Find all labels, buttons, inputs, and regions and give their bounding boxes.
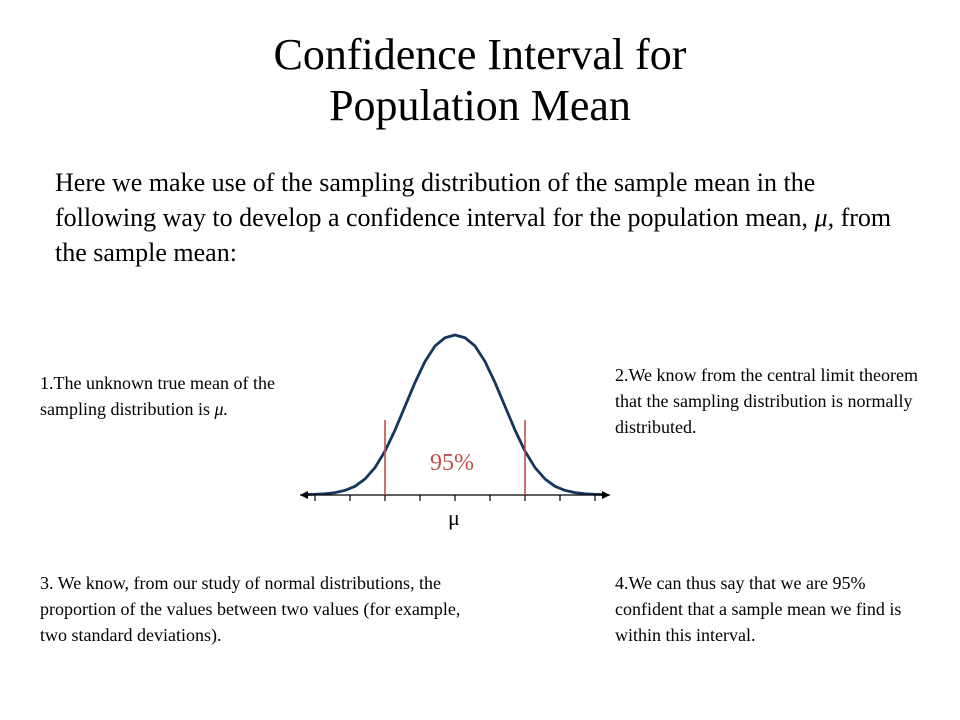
title-line-1: Confidence Interval for — [274, 30, 687, 79]
annotation-1: 1.The unknown true mean of the sampling … — [40, 370, 290, 422]
annotation-1-text: 1.The unknown true mean of the sampling … — [40, 373, 275, 419]
mu-symbol: μ, — [815, 203, 835, 232]
confidence-percent-label: 95% — [430, 450, 474, 477]
slide: Confidence Interval for Population Mean … — [0, 0, 960, 720]
normal-curve-svg — [295, 320, 615, 530]
annotation-3-text: 3. We know, from our study of normal dis… — [40, 573, 460, 645]
annotation-2: 2.We know from the central limit theorem… — [615, 362, 935, 440]
mu-axis-label: μ — [448, 505, 460, 531]
annotation-3: 3. We know, from our study of normal dis… — [40, 570, 470, 648]
intro-paragraph: Here we make use of the sampling distrib… — [55, 165, 895, 270]
mu-symbol: μ. — [215, 399, 229, 419]
title-line-2: Population Mean — [329, 81, 631, 130]
intro-text-before: Here we make use of the sampling distrib… — [55, 168, 815, 232]
normal-distribution-chart: 95% μ — [295, 320, 615, 530]
annotation-2-text: 2.We know from the central limit theorem… — [615, 365, 918, 437]
annotation-4: 4.We can thus say that we are 95% confid… — [615, 570, 930, 648]
annotation-4-text: 4.We can thus say that we are 95% confid… — [615, 573, 901, 645]
slide-title: Confidence Interval for Population Mean — [0, 30, 960, 131]
